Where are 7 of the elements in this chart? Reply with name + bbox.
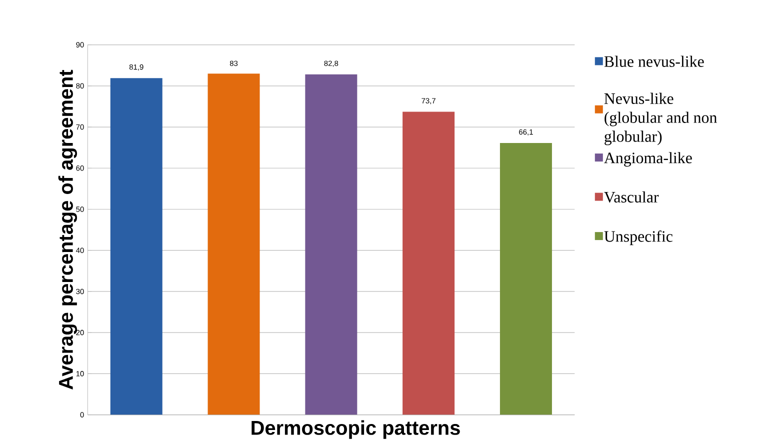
legend-label: Nevus-like (globular and non globular): [604, 92, 717, 146]
x-axis-title: Dermoscopic patterns: [252, 420, 460, 439]
y-axis-title: Average percentage of agreement: [58, 70, 77, 390]
legend-label: Angioma-like: [604, 152, 692, 166]
legend-label: Unspecific: [604, 230, 672, 245]
legend-label: Vascular: [604, 191, 659, 203]
legend-label: Blue nevus-like: [604, 56, 704, 67]
